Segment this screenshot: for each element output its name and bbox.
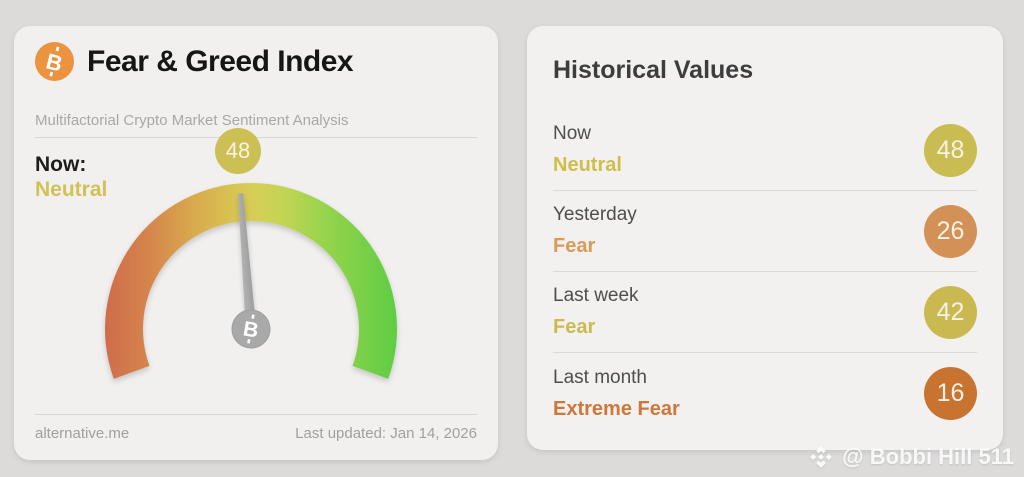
historical-rows: Now Neutral 48 Yesterday Fear 26 Last we…: [553, 110, 977, 434]
watermark: @ Bobbi Hill 511: [808, 444, 1014, 470]
row-period-label: Last week: [553, 285, 639, 306]
binance-logo-icon: [810, 446, 833, 468]
row-period-label: Last month: [553, 366, 647, 388]
current-sentiment-block: Now: Neutral: [35, 152, 107, 202]
row-sentiment-label: Fear: [553, 235, 596, 257]
row-value-badge: 48: [924, 123, 977, 177]
row-value-badge: 16: [924, 367, 977, 420]
row-sentiment-label: Extreme Fear: [553, 397, 680, 420]
gauge-chart: B: [104, 182, 397, 379]
svg-text:B: B: [44, 48, 65, 76]
row-period-label: Now: [553, 123, 592, 144]
gauge-arc: [104, 182, 397, 379]
page-title: Fear & Greed Index: [87, 44, 354, 78]
current-value-badge: 48: [215, 128, 261, 174]
row-period-label: Yesterday: [553, 204, 637, 225]
gauge-card-footer: alternative.me Last updated: Jan 14, 202…: [35, 414, 477, 442]
now-label: Now:: [35, 153, 87, 176]
historical-values-card: Historical Values Now Neutral 48 Yesterd…: [527, 26, 1003, 450]
bitcoin-icon: B: [35, 42, 74, 81]
row-sentiment-label: Fear: [553, 316, 596, 338]
watermark-handle: @ Bobbi Hill 511: [842, 444, 1014, 469]
source-link[interactable]: alternative.me: [35, 425, 130, 442]
history-row-yesterday: Yesterday Fear 26: [553, 191, 977, 272]
row-value-badge: 42: [924, 285, 977, 339]
historical-values-title: Historical Values: [553, 56, 754, 84]
svg-text:B: B: [241, 317, 260, 342]
subtitle: Multifactorial Crypto Market Sentiment A…: [35, 112, 349, 129]
needle-pivot: [231, 309, 271, 349]
fear-greed-card: B B Fear & Greed Index Multifactorial Cr…: [14, 26, 498, 460]
gauge-needle: B: [231, 193, 271, 349]
now-sentiment: Neutral: [35, 178, 108, 201]
history-row-last-week: Last week Fear 42: [553, 272, 977, 353]
history-row-now: Now Neutral 48: [553, 110, 977, 191]
row-value-badge: 26: [924, 204, 977, 258]
history-row-last-month: Last month Extreme Fear 16: [553, 353, 977, 434]
row-sentiment-label: Neutral: [553, 154, 622, 176]
bitcoin-pivot-icon: B: [241, 314, 260, 344]
gauge-card-header: B Fear & Greed Index: [35, 42, 354, 81]
last-updated-text: Last updated: Jan 14, 2026: [295, 425, 477, 442]
